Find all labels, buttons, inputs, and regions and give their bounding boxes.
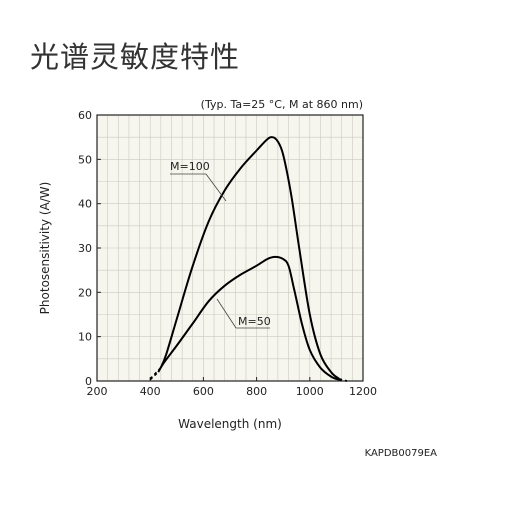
series-m50-line <box>157 255 340 381</box>
x-tick-label: 600 <box>193 385 214 398</box>
x-tick-label: 200 <box>87 385 108 398</box>
y-tick-label: 10 <box>78 331 92 344</box>
chart-note: (Typ. Ta=25 °C, M at 860 nm) <box>201 98 363 111</box>
x-axis-label: Wavelength (nm) <box>178 417 282 431</box>
y-axis-label: Photosensitivity (A/W) <box>38 182 52 315</box>
x-tick-label: 400 <box>140 385 161 398</box>
x-tick-label: 1000 <box>296 385 324 398</box>
y-tick-label: 50 <box>78 153 92 166</box>
series-m100-line <box>159 136 340 380</box>
y-tick-label: 0 <box>85 375 92 388</box>
series-label-m100: M=100 <box>170 160 210 173</box>
series-label-m50: M=50 <box>238 315 271 328</box>
x-tick-label: 1200 <box>349 385 377 398</box>
y-tick-label: 40 <box>78 198 92 211</box>
series-m50-dashed-end <box>338 378 348 382</box>
page-title: 光谱灵敏度特性 <box>30 40 241 74</box>
series-m50-dashed-start <box>149 371 159 381</box>
leader-m100-diag <box>205 173 227 202</box>
ticks: 200 400 600 800 1000 1200 0 10 20 30 40 50 60 <box>78 109 377 398</box>
y-tick-label: 30 <box>78 242 92 255</box>
figure-code: KAPDB0079EA <box>365 448 438 459</box>
leader-m50-diag <box>216 298 237 329</box>
y-tick-label: 60 <box>78 109 92 122</box>
y-tick-label: 20 <box>78 286 92 299</box>
x-tick-label: 800 <box>246 385 267 398</box>
series <box>149 136 348 382</box>
